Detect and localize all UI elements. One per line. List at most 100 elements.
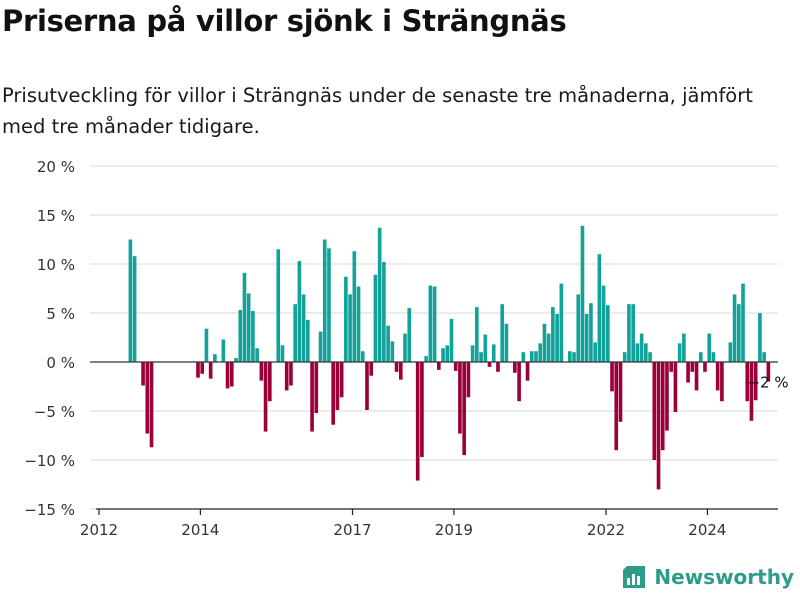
x-tick-label: 2012 — [80, 521, 118, 539]
bar — [567, 351, 572, 362]
bar — [593, 342, 597, 362]
bar — [255, 348, 259, 362]
bar — [479, 352, 483, 362]
bar — [736, 304, 741, 362]
x-tick-label: 2019 — [435, 521, 473, 539]
bar — [711, 352, 716, 362]
bar — [559, 283, 564, 362]
bar — [538, 343, 543, 362]
y-tick-label: 10 % — [37, 256, 75, 274]
bar — [525, 362, 530, 381]
bar — [631, 304, 635, 362]
bar — [606, 305, 610, 362]
brand-name: Newsworthy — [654, 565, 794, 589]
bar — [542, 323, 547, 362]
bar — [335, 362, 340, 411]
bar — [318, 331, 323, 362]
bar — [513, 362, 517, 373]
newsworthy-logo[interactable]: Newsworthy — [621, 564, 794, 590]
bar — [149, 362, 154, 448]
bar — [458, 362, 462, 434]
bar — [128, 239, 133, 362]
bar — [301, 294, 306, 362]
bar — [420, 362, 424, 458]
bar — [382, 262, 386, 362]
bar — [356, 286, 361, 362]
bar — [682, 333, 686, 362]
x-tick-label: 2017 — [333, 521, 371, 539]
bar — [732, 294, 737, 362]
bar — [627, 304, 631, 362]
y-tick-label: 0 % — [46, 354, 75, 372]
bar — [445, 345, 450, 362]
bar — [648, 352, 652, 362]
bar — [504, 323, 509, 362]
bar — [238, 310, 243, 362]
bar — [517, 362, 521, 402]
bar — [580, 225, 585, 362]
y-tick-label: −10 % — [24, 452, 75, 470]
bar-series — [128, 225, 771, 490]
bar — [741, 283, 745, 362]
bar — [437, 362, 441, 370]
bar — [293, 304, 297, 362]
x-tick-label: 2024 — [688, 521, 726, 539]
y-tick-label: 20 % — [37, 158, 75, 176]
bar — [656, 362, 661, 490]
bar — [470, 345, 475, 362]
bar — [428, 285, 433, 362]
bar — [601, 285, 606, 362]
bar — [698, 352, 703, 362]
bar — [669, 362, 674, 372]
bar — [660, 362, 665, 451]
bar — [398, 362, 403, 380]
bar — [652, 362, 657, 460]
bar — [432, 286, 437, 362]
bar — [614, 362, 619, 451]
bar — [225, 362, 230, 389]
bar — [597, 254, 602, 362]
y-tick-label: 5 % — [46, 305, 75, 323]
bar — [665, 362, 669, 431]
bar — [766, 362, 771, 382]
bar — [496, 362, 500, 372]
bar — [462, 362, 466, 456]
bar — [449, 318, 454, 362]
bar — [297, 261, 302, 362]
bar — [745, 362, 750, 402]
last-value-label: −2 % — [748, 374, 789, 392]
y-tick-label: 15 % — [37, 207, 75, 225]
bar — [229, 362, 234, 387]
bar — [589, 303, 593, 362]
bar — [635, 343, 640, 362]
bar — [280, 345, 285, 362]
bar — [221, 339, 226, 362]
bar — [694, 362, 699, 391]
bar — [466, 362, 471, 398]
bar — [369, 362, 374, 376]
bar — [500, 304, 504, 362]
bar — [491, 344, 496, 362]
x-tick-label: 2014 — [181, 521, 219, 539]
bar — [475, 307, 479, 362]
bar — [213, 354, 217, 362]
bar — [394, 362, 399, 372]
bar — [677, 343, 682, 362]
bar — [673, 362, 678, 412]
bar — [546, 333, 551, 362]
bar — [644, 343, 648, 362]
bar — [703, 362, 707, 372]
bar — [360, 351, 365, 362]
bar — [483, 334, 488, 362]
bar — [622, 352, 627, 362]
bar — [377, 227, 382, 362]
bar — [415, 362, 420, 481]
bar — [344, 276, 348, 362]
bar — [715, 362, 720, 391]
bar — [707, 333, 712, 362]
bar — [690, 362, 695, 372]
bar — [314, 362, 319, 413]
bar — [352, 251, 357, 362]
price-change-bar-chart: 20 % 15 % 10 % 5 % 0 % −5 % −10 % −15 % 2012 2014… — [24, 158, 789, 539]
bar — [728, 342, 733, 362]
